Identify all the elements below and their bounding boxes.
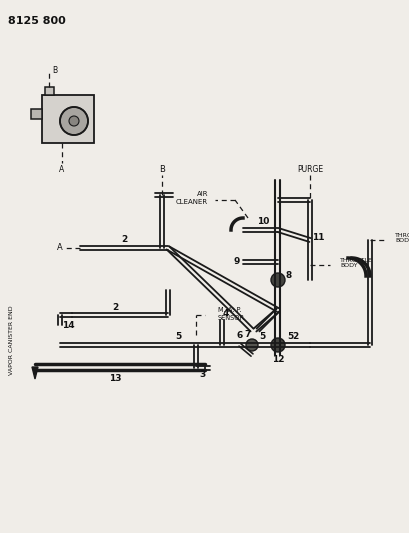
Text: A: A [59, 166, 65, 174]
Text: 9: 9 [233, 257, 240, 266]
Text: VAPOR CANISTER END: VAPOR CANISTER END [9, 305, 14, 375]
Text: 4: 4 [222, 309, 229, 318]
Circle shape [60, 107, 88, 135]
FancyArrow shape [32, 367, 38, 379]
Circle shape [245, 339, 257, 351]
FancyBboxPatch shape [31, 109, 42, 119]
Text: PURGE: PURGE [296, 166, 322, 174]
Text: B: B [159, 166, 164, 174]
Text: 3: 3 [200, 370, 206, 379]
Text: M. A. P.
SENSOR: M. A. P. SENSOR [218, 308, 245, 320]
Text: 7: 7 [244, 330, 251, 340]
Text: 2: 2 [112, 303, 118, 311]
Text: 10: 10 [256, 217, 269, 227]
Text: B: B [52, 66, 57, 75]
Text: 5: 5 [258, 333, 265, 342]
Circle shape [270, 338, 284, 352]
Text: 6: 6 [236, 332, 243, 341]
Circle shape [69, 116, 79, 126]
Text: 8: 8 [285, 271, 291, 280]
FancyBboxPatch shape [42, 95, 94, 143]
Text: 5: 5 [286, 333, 292, 342]
Text: 14: 14 [61, 321, 74, 330]
Text: THROTTLE
BODY: THROTTLE BODY [339, 257, 372, 269]
Text: THROTTLE
BODY: THROTTLE BODY [394, 232, 409, 244]
Text: 8125 800: 8125 800 [8, 16, 65, 26]
Text: AIR
CLEANER: AIR CLEANER [175, 191, 207, 205]
Text: 2: 2 [291, 333, 297, 342]
Text: 13: 13 [108, 375, 121, 384]
Circle shape [270, 273, 284, 287]
Text: 2: 2 [121, 236, 127, 245]
Text: 5: 5 [175, 333, 181, 342]
FancyBboxPatch shape [45, 87, 54, 95]
Text: 12: 12 [271, 356, 283, 365]
Text: 11: 11 [311, 232, 324, 241]
Text: A: A [57, 244, 63, 253]
